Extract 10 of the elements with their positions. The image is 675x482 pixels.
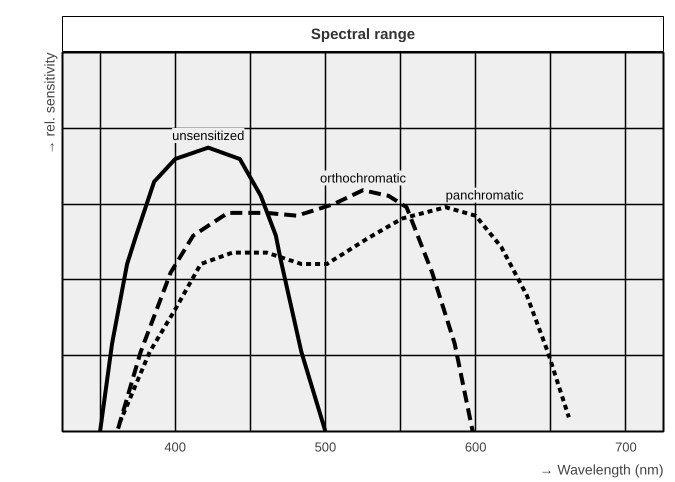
y-axis-title: → rel. sensitivity (42, 52, 58, 154)
x-tick-label: 400 (164, 440, 186, 454)
text: Spectral range (310, 26, 416, 43)
series-label: unsensitized (172, 128, 244, 143)
series-label: panchromatic (446, 188, 524, 203)
x-tick-label: 500 (314, 440, 336, 454)
x-tick-label: 700 (615, 440, 637, 454)
series-label: orthochromatic (320, 170, 406, 186)
x-axis-title: → Wavelength (nm) (540, 462, 664, 478)
x-tick-label: 600 (464, 440, 487, 454)
